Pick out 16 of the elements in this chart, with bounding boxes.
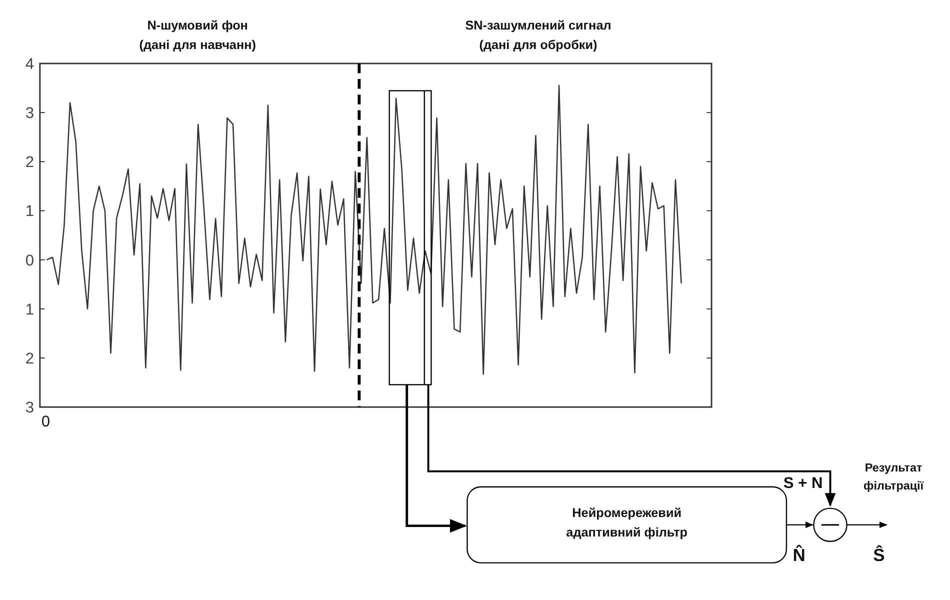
y-tick-label: 1	[25, 301, 34, 318]
y-tick-label: 2	[25, 154, 34, 172]
text: 0	[41, 414, 50, 431]
text: Ŝ	[873, 544, 885, 565]
y-tick-label: 4	[25, 56, 34, 73]
y-tick-label: 2	[25, 350, 34, 368]
text: Нейромережевий адаптивний фільтр	[566, 506, 688, 540]
y-tick-label: 0	[25, 252, 34, 270]
y-tick-label: 3	[25, 105, 34, 122]
text: N̂	[792, 544, 806, 565]
y-tick-label: 1	[25, 203, 34, 220]
text: Результат фільтрації	[864, 461, 924, 492]
text: SN-зашумлений сигнал (дані для обробки)	[465, 18, 612, 52]
text: N-шумовий фон (дані для навчанн)	[139, 18, 256, 52]
text: S + N	[783, 474, 823, 492]
y-tick-label: 3	[25, 400, 34, 417]
